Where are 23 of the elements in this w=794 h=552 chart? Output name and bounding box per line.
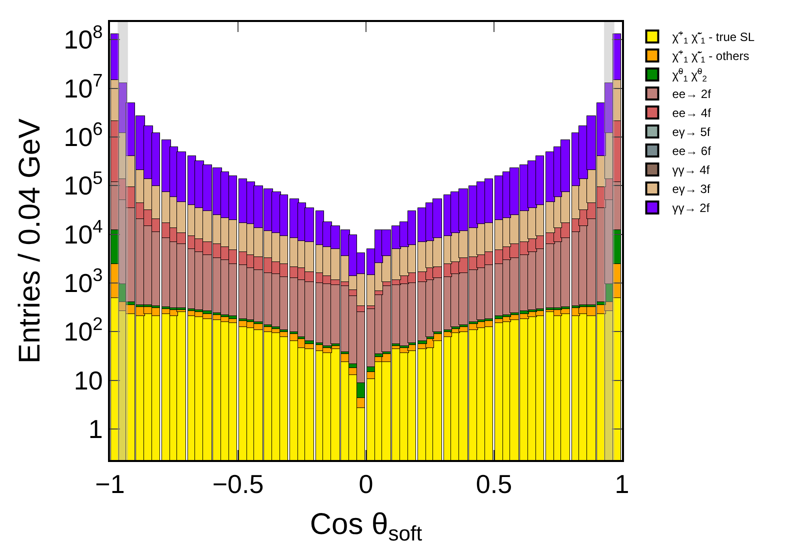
y-tick-label: 10$^{5}$ — [64, 168, 103, 201]
x-tick-label: 0 — [358, 469, 374, 500]
y-axis-title: Entries / 0.04 GeV — [13, 118, 46, 364]
y-tick-label: 10$^{8}$ — [64, 22, 103, 55]
y-tick-label: 10$^{7}$ — [64, 70, 103, 104]
legend-label: γγ→ 4f — [672, 163, 710, 178]
x-tick-label: 1 — [614, 469, 630, 500]
y-tick-label: 10$^{2}$ — [64, 314, 103, 347]
legend-label: ee→ 4f — [672, 106, 712, 120]
legend-label: ee→ 2f — [672, 87, 712, 102]
legend-label: eγ→ 3f — [672, 182, 711, 196]
x-tick-label: −1 — [95, 469, 125, 500]
x-axis-title: Cos θ$_{soft}$ — [310, 508, 422, 546]
legend-label: γγ→ 2f — [672, 201, 710, 216]
legend-label: eγ→ 5f — [672, 125, 711, 140]
y-tick-label: 10 — [74, 365, 103, 396]
y-tick-label: 1 — [88, 414, 103, 444]
y-tick-label: 10$^{6}$ — [64, 119, 103, 152]
legend-label: ee→ 6f — [672, 144, 712, 158]
y-tick-label: 10$^{4}$ — [64, 216, 103, 250]
y-tick-label: 10$^{3}$ — [64, 265, 103, 298]
x-tick-label: −0.5 — [212, 469, 264, 500]
x-tick-label: 0.5 — [476, 469, 512, 500]
